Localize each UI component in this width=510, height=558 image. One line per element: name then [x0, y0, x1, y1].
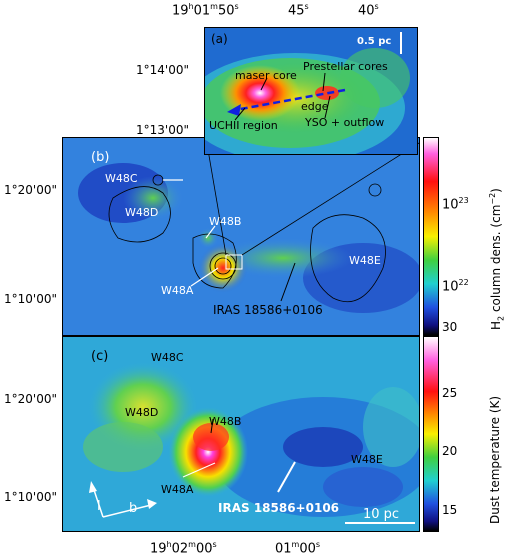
panel-a-dec-tick-1: 1°14'00" [136, 63, 189, 77]
colorbar-dust-temperature [423, 336, 439, 532]
colorbar-column-density [423, 137, 439, 336]
colorbar-c-tick-3: 20 [442, 444, 458, 458]
panel-a-label: (a) [211, 32, 228, 46]
panel-b: (b) W48C W48D W48B W48A W48E IRAS 18586+… [62, 137, 420, 336]
colorbar-b-tick-3: 30 [442, 320, 458, 334]
colorbar-b-tick-2: 1022 [442, 278, 469, 295]
annotation-yso: YSO + outflow [305, 116, 385, 129]
top-ra-tick-3: 40s [358, 2, 379, 19]
panel-c-scalebar: 10 pc [363, 507, 400, 522]
panel-c-dec-tick-1: 1°20'00" [4, 392, 57, 406]
colorbar-b-tick-1: 1023 [442, 196, 469, 213]
label-w48e-b: W48E [349, 254, 381, 267]
panel-b-dec-tick-2: 1°10'00" [4, 292, 57, 306]
panel-a-map [205, 28, 417, 154]
label-w48d-b: W48D [125, 206, 159, 219]
label-w48d-c: W48D [125, 406, 159, 419]
bottom-ra-tick-1: 19h02m00s [150, 540, 217, 557]
annotation-maser: maser core [235, 69, 297, 82]
panel-b-label: (b) [91, 150, 110, 165]
panel-a-scalebar: 0.5 pc [357, 36, 392, 47]
compass-l: l [97, 499, 101, 514]
panel-c-map [63, 337, 419, 531]
colorbar-c-tick-2: 25 [442, 386, 458, 400]
label-w48b-b: W48B [209, 215, 242, 228]
label-iras-c: IRAS 18586+0106 [218, 501, 340, 515]
label-w48c-c: W48C [151, 351, 184, 364]
colorbar-b-title: H2 column dens. (cm−2) [488, 188, 506, 330]
annotation-prestellar: Prestellar cores [303, 60, 388, 73]
panel-b-dec-tick-1: 1°20'00" [4, 183, 57, 197]
label-w48a-b: W48A [161, 284, 194, 297]
annotation-uchii: UCHII region [209, 119, 278, 132]
bottom-ra-tick-2: 01m00s [275, 540, 321, 557]
colorbar-c-tick-4: 15 [442, 503, 458, 517]
top-ra-tick-1: 19h01m50s [172, 2, 239, 19]
panel-b-map [63, 138, 419, 335]
panel-a-dec-tick-2: 1°13'00" [136, 123, 189, 137]
colorbar-c-title: Dust temperature (K) [488, 395, 502, 524]
annotation-edge: edge [301, 100, 329, 113]
label-w48b-c: W48B [209, 415, 242, 428]
panel-c-dec-tick-2: 1°10'00" [4, 490, 57, 504]
label-w48c-b: W48C [105, 172, 138, 185]
panel-a: (a) 0.5 pc Prestellar cores maser core e… [204, 27, 418, 155]
label-iras-b: IRAS 18586+0106 [213, 303, 323, 317]
label-w48a-c: W48A [161, 483, 194, 496]
top-ra-tick-2: 45s [288, 2, 309, 19]
compass-b: b [129, 501, 138, 516]
panel-c: (c) W48C W48D W48B W48A W48E IRAS 18586+… [62, 336, 420, 532]
panel-c-label: (c) [91, 349, 109, 364]
label-w48e-c: W48E [351, 453, 383, 466]
